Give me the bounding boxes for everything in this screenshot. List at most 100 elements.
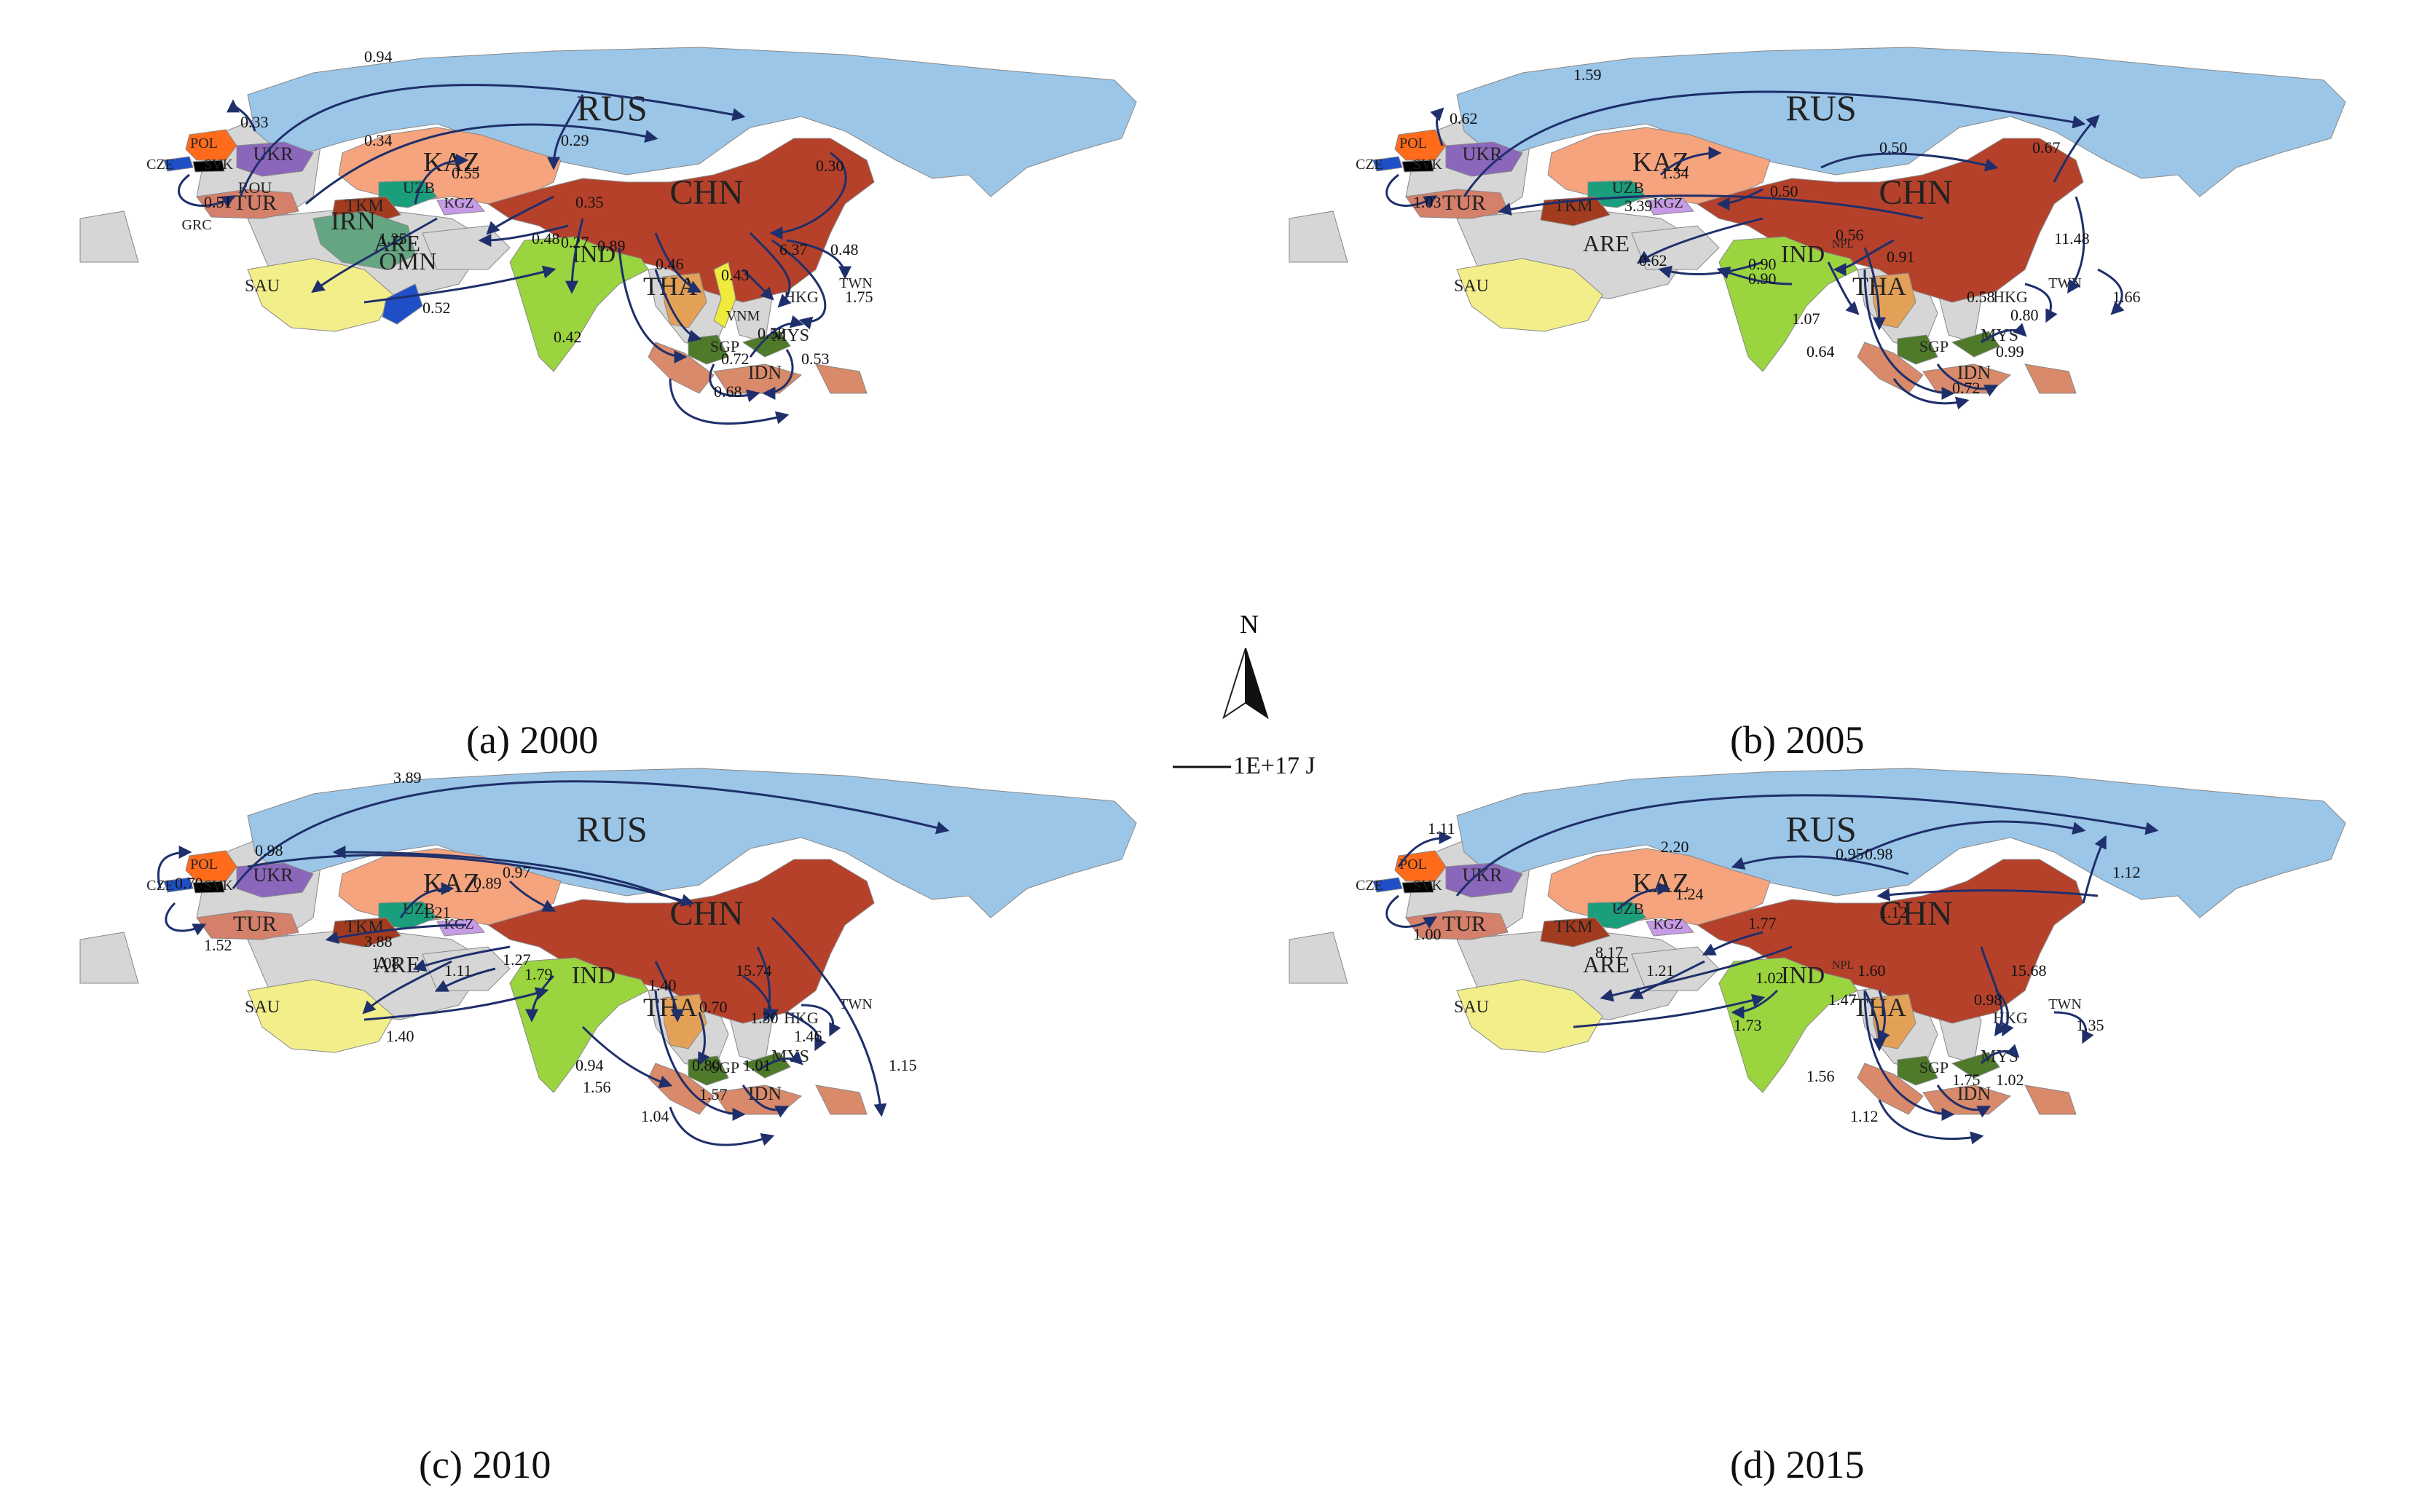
country-label-are: ARE [1583, 951, 1629, 977]
flow-arrow-2015-9 [1600, 945, 1793, 1002]
country-SAU [247, 979, 394, 1053]
country-KGZ [436, 197, 485, 216]
country-label-sau: SAU [245, 277, 280, 296]
flow-value-2015-13: 15.68 [2010, 961, 2047, 980]
flow-arrow-2015-2 [1397, 831, 1452, 867]
flow-scale-legend: 1E+17 J [1173, 752, 1316, 779]
flow-arrow-2010-6 [165, 902, 207, 936]
flow-arrow-2000-9 [478, 224, 569, 247]
flow-value-2010-20: 1.15 [889, 1056, 917, 1074]
country-TUR [196, 910, 299, 940]
country-label-tur: TUR [1442, 191, 1486, 215]
flow-arrow-2010-20 [771, 916, 887, 1117]
flow-value-2015-3: 1.12 [2112, 863, 2141, 881]
country-label-mys: MYS [771, 1047, 809, 1066]
country-label-rus: RUS [1785, 808, 1856, 849]
country-label-uzb: UZB [1612, 899, 1644, 918]
country-label-cze: CZE [1356, 157, 1383, 173]
land-afghanistan [1631, 946, 1720, 991]
flow-arrow-2005-13 [1863, 247, 1886, 331]
flow-value-2015-20: 1.75 [1952, 1071, 1981, 1089]
flow-value-2000-22: 0.68 [714, 382, 742, 401]
flow-value-2005-14: 0.58 [1967, 288, 1995, 306]
country-label-svk: SVK [204, 157, 234, 173]
flow-value-2015-21: 1.12 [1850, 1107, 1879, 1125]
flow-arrow-2010-12 [654, 961, 684, 1023]
flow-arrow-2010-5 [399, 882, 455, 918]
country-label-ukr: UKR [1463, 143, 1503, 165]
country-IND [1718, 957, 1858, 1093]
flow-value-2000-10: 0.27 [561, 233, 589, 251]
flow-value-2005-0: 1.59 [1573, 66, 1602, 84]
country-IDN [1857, 1063, 2077, 1115]
country-SAU [247, 258, 394, 332]
flow-value-2005-6: 1.03 [1413, 193, 1442, 211]
flow-value-2010-19: 0.80 [692, 1056, 720, 1074]
flow-value-2015-14: 1.47 [1828, 991, 1857, 1009]
flow-arrow-2005-8 [1833, 239, 1895, 276]
country-label-cze: CZE [146, 157, 174, 173]
country-label-pol: POL [190, 135, 218, 151]
country-label-tha: THA [1852, 993, 1906, 1022]
country-CZE [163, 877, 194, 893]
land-afghanistan [422, 946, 511, 991]
flow-arrow-2000-18 [618, 247, 688, 363]
flow-arrow-2005-14 [2024, 283, 2058, 323]
land-africa-horn [1289, 210, 1348, 263]
flow-arrow-2010-18 [581, 1025, 673, 1088]
flow-value-2000-0: 0.94 [364, 47, 393, 66]
country-label-ind: IND [1781, 241, 1825, 268]
flow-arrow-2000-10 [565, 218, 584, 294]
country-VNM [713, 261, 736, 328]
flow-value-2005-10: 0.62 [1639, 251, 1667, 269]
flow-arrow-2005-20 [1892, 378, 1970, 410]
flow-arrow-2010-1 [157, 846, 192, 889]
country-label-vnm: VNM [726, 308, 760, 324]
country-label-are: ARE [374, 230, 420, 256]
flow-arrow-2005-12 [1716, 267, 1793, 286]
country-label-npl: NPL [1832, 959, 1854, 972]
flow-arrow-2015-10 [1629, 960, 1705, 999]
country-label-tur: TUR [233, 912, 277, 936]
flow-value-2015-6: 1.00 [1413, 925, 1442, 943]
country-POL [185, 850, 237, 882]
country-SVK [1401, 160, 1434, 173]
country-label-rus: RUS [576, 808, 647, 849]
flow-value-2015-16: 1.35 [2076, 1016, 2104, 1034]
map-panel-2000: RUS CHN KAZ IND TUR UKR POL CZE SVK UZB TKM KGZ SAU A… [79, 47, 1137, 736]
country-MYS-SGP [1897, 1052, 2000, 1086]
flow-value-2010-1: 0.70 [175, 874, 203, 892]
flow-value-2015-1: 0.95 [1836, 845, 1864, 863]
flow-arrow-2000-17 [363, 265, 557, 304]
flow-arrow-2015-8 [1702, 931, 1763, 956]
flow-arrow-2010-24 [669, 1106, 775, 1146]
flow-arrow-2010-0 [232, 780, 950, 889]
flow-arrow-2005-5 [1716, 188, 1763, 210]
panel-caption-a: (a) 2000 [466, 718, 599, 762]
flow-arrow-2015-18 [1863, 990, 1955, 1121]
flow-arrow-2000-13 [786, 239, 852, 280]
flow-value-2010-12: 1.40 [648, 976, 677, 994]
flow-value-2000-17: 0.52 [422, 299, 451, 317]
country-label-svk: SVK [1413, 878, 1443, 894]
flow-value-2010-11: 1.79 [524, 965, 553, 983]
country-label-npl: NPL [1832, 238, 1854, 251]
flow-arrow-2005-10 [1637, 217, 1763, 264]
map-panel-2010: RUS CHN KAZ IND TUR UKR POL CZE SVK UZB TKM KGZ SAU A… [79, 768, 1137, 1457]
flow-value-2000-20: 0.72 [721, 350, 750, 368]
flow-value-2015-7: 1.12 [1879, 903, 1908, 921]
flow-arrow-2000-21 [762, 349, 794, 400]
flow-value-2005-18: 0.80 [2010, 306, 2039, 324]
flow-value-2000-21: 0.53 [801, 350, 830, 368]
flow-arrow-2005-4 [1659, 146, 1722, 176]
flow-value-2000-7: 0.35 [575, 193, 604, 211]
country-label-rus: RUS [576, 87, 647, 128]
flow-arrow-2000-1 [227, 99, 256, 132]
country-label-are: ARE [374, 951, 420, 977]
flow-arrow-2010-19 [698, 1012, 710, 1066]
land-africa-horn [79, 932, 139, 984]
flow-value-2000-6: 0.51 [204, 193, 232, 211]
flow-value-2010-14: 0.70 [699, 998, 728, 1016]
scale-label: 1E+17 J [1233, 752, 1316, 779]
flow-arrow-2000-12 [749, 232, 792, 308]
